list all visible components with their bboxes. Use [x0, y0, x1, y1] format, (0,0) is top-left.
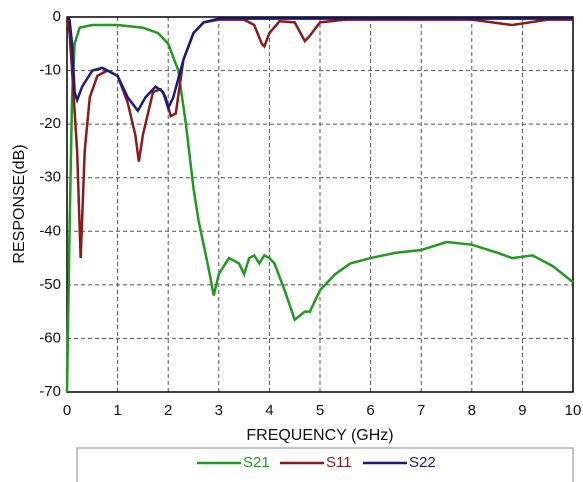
y-tick-label: -40 [39, 222, 61, 239]
x-tick-label: 5 [316, 402, 324, 419]
series-line [65, 23, 574, 393]
x-tick-label: 10 [565, 402, 582, 419]
y-tick-label: -30 [39, 169, 61, 186]
y-axis-label: RESPONSE(dB) [11, 144, 28, 263]
x-tick-label: 9 [518, 402, 526, 419]
y-tick-label: -70 [39, 383, 61, 400]
y-tick-label: -20 [39, 115, 61, 132]
x-tick-label: 1 [113, 402, 121, 419]
x-tick-label: 2 [164, 402, 172, 419]
plot-frame [66, 16, 574, 393]
series-line [66, 16, 573, 114]
y-tick-label: -50 [39, 276, 61, 293]
legend-label: S11 [326, 454, 352, 471]
y-tick-label: -10 [39, 62, 61, 79]
y-tick-label: -60 [39, 329, 61, 346]
y-tick-label: 0 [53, 8, 61, 25]
x-tick-label: 4 [265, 402, 273, 419]
x-tick-label: 7 [417, 402, 425, 419]
legend-label: S21 [243, 454, 270, 471]
x-tick-label: 3 [215, 402, 223, 419]
legend-label: S22 [409, 454, 436, 471]
x-tick-label: 0 [63, 402, 71, 419]
series-line [65, 18, 573, 259]
x-tick-label: 8 [468, 402, 476, 419]
x-tick-label: 6 [366, 402, 374, 419]
legend-box [76, 447, 574, 482]
x-axis-label: FREQUENCY (GHz) [246, 427, 393, 444]
